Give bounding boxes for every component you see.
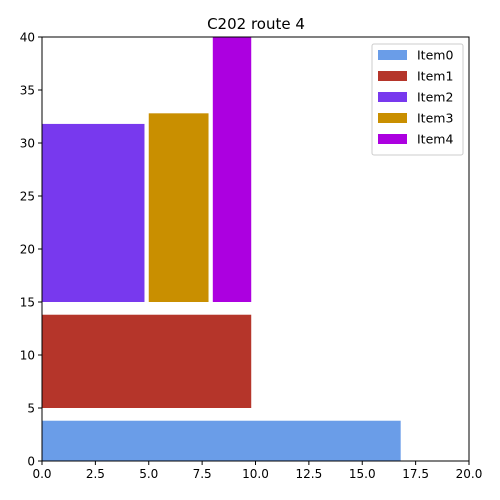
y-tick-label: 20 [20,243,35,257]
x-tick-label: 0.0 [32,467,51,481]
x-tick-label: 17.5 [402,467,429,481]
legend-swatch-item3 [378,113,407,123]
x-tick-label: 15.0 [349,467,376,481]
x-tick-label: 12.5 [296,467,323,481]
y-tick-label: 5 [27,402,35,416]
y-tick-label: 35 [20,84,35,98]
x-tick-label: 5.0 [139,467,158,481]
legend-label-item3: Item3 [417,111,453,126]
bar-item3 [148,113,209,302]
legend-label-item2: Item2 [417,90,453,105]
x-tick-label: 2.5 [86,467,105,481]
chart-title: C202 route 4 [207,15,305,33]
legend-swatch-item2 [378,92,407,102]
y-tick-label: 25 [20,190,35,204]
y-tick-label: 10 [20,349,35,363]
legend-swatch-item1 [378,71,407,81]
y-tick-label: 40 [20,31,35,45]
bar-item2 [42,123,145,302]
y-tick-label: 30 [20,137,35,151]
legend: Item0 Item1 Item2 Item3 Item4 [371,43,464,156]
legend-label-item1: Item1 [417,69,453,84]
axes-layer: 0.0 2.5 5.0 7.5 10.0 12.5 15.0 17.5 20.0 0 5 10 15 20… [20,31,483,482]
x-tick-label: 10.0 [242,467,269,481]
bar-item0 [42,420,401,461]
legend-swatch-item0 [378,50,407,60]
x-tick-label: 20.0 [456,467,483,481]
y-tick-label: 15 [20,296,35,310]
bar-item1 [42,314,252,408]
bar-item4 [212,37,252,302]
y-tick-label: 0 [27,455,35,469]
legend-label-item0: Item0 [417,48,453,63]
legend-label-item4: Item4 [417,132,453,147]
legend-swatch-item4 [378,134,407,144]
x-tick-label: 7.5 [193,467,212,481]
bars-layer [42,37,401,461]
